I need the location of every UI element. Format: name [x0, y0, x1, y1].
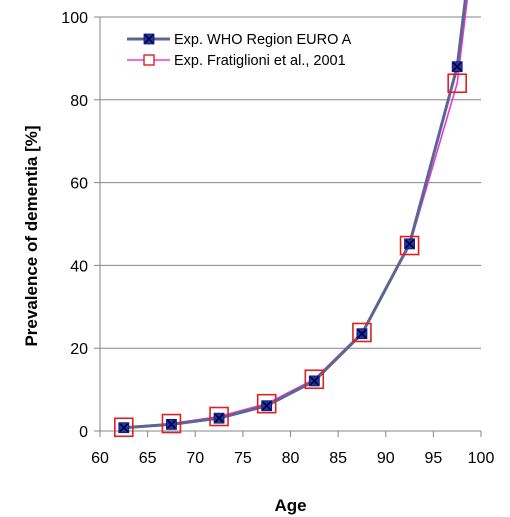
x-tick-label-75: 75 [234, 450, 252, 467]
y-tick-label-20: 20 [70, 341, 88, 358]
x-tick-label-95: 95 [424, 450, 442, 467]
legend: Exp. WHO Region EURO A Exp. Fratiglioni … [127, 32, 352, 69]
x-tick-labels: 60 65 70 75 80 85 90 95 100 [91, 450, 494, 467]
legend-label-fratiglioni: Exp. Fratiglioni et al., 2001 [174, 53, 346, 69]
marker-fratiglioni-2 [209, 406, 229, 427]
marker-who-cross-4 [309, 376, 319, 386]
marker-who-cross-7 [452, 62, 462, 72]
y-tick-label-40: 40 [70, 258, 88, 275]
legend-entry-who: Exp. WHO Region EURO A [127, 32, 352, 48]
gridlines [100, 16, 481, 349]
marker-who-cross-1 [166, 419, 176, 429]
y-tick-labels: 0 20 40 60 80 100 [61, 10, 88, 441]
marker-fratiglioni-4 [304, 369, 325, 390]
marker-who-cross-6 [405, 239, 415, 249]
x-tick-label-65: 65 [139, 450, 157, 467]
marker-fratiglioni-1 [161, 413, 182, 434]
x-tick-label-85: 85 [329, 450, 347, 467]
axes [94, 16, 482, 437]
x-tick-label-70: 70 [186, 450, 204, 467]
marker-who-cross-2 [214, 413, 224, 423]
series-layer [114, 0, 469, 438]
marker-fratiglioni-0 [114, 417, 134, 438]
y-axis-title: Prevalence of dementia [%] [22, 125, 41, 346]
y-tick-label-100: 100 [61, 10, 88, 27]
legend-entry-fratiglioni: Exp. Fratiglioni et al., 2001 [127, 53, 346, 69]
legend-marker-who-cross [144, 34, 154, 44]
legend-label-who: Exp. WHO Region EURO A [174, 32, 352, 48]
x-tick-label-90: 90 [377, 450, 395, 467]
x-tick-label-60: 60 [91, 450, 109, 467]
y-tick-label-80: 80 [70, 93, 88, 110]
marker-fratiglioni-6 [399, 235, 420, 256]
x-axis-title: Age [274, 496, 306, 515]
legend-marker-fratiglioni [143, 54, 155, 66]
y-tick-label-60: 60 [70, 176, 88, 193]
marker-who-cross-5 [357, 329, 367, 339]
marker-who-cross-0 [119, 423, 129, 433]
y-tick-label-0: 0 [79, 424, 88, 441]
marker-fratiglioni-7 [447, 73, 467, 94]
x-tick-label-100: 100 [468, 450, 495, 467]
marker-fratiglioni-3 [256, 393, 277, 414]
marker-who-cross-3 [262, 401, 272, 411]
x-tick-label-80: 80 [282, 450, 300, 467]
marker-fratiglioni-5 [352, 322, 372, 343]
